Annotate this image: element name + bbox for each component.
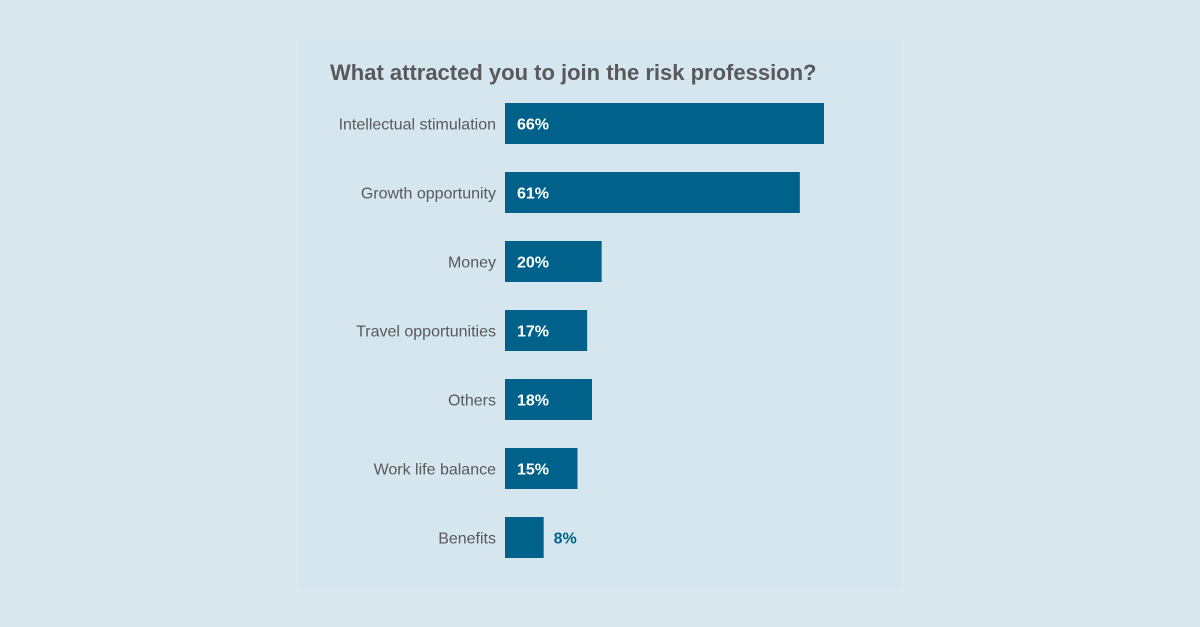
bar-5	[505, 448, 578, 489]
value-label-0: 66%	[517, 117, 549, 134]
category-label-5: Work life balance	[374, 462, 497, 479]
category-label-0: Intellectual stimulation	[339, 117, 496, 134]
value-label-5: 15%	[517, 462, 549, 479]
category-label-3: Travel opportunities	[356, 324, 496, 341]
bar-0	[505, 103, 824, 144]
value-label-1: 61%	[517, 186, 549, 203]
bars-group: Intellectual stimulation 66% Growth opport…	[339, 103, 824, 558]
value-label-4: 18%	[517, 393, 549, 410]
value-label-3: 17%	[517, 324, 549, 341]
bar-4	[505, 379, 592, 420]
bar-2	[505, 241, 602, 282]
bar-6	[505, 517, 544, 558]
category-label-4: Others	[448, 393, 496, 410]
category-label-2: Money	[448, 255, 496, 272]
bar-3	[505, 310, 588, 351]
category-label-6: Benefits	[438, 531, 496, 548]
chart-title: What attracted you to join the risk prof…	[330, 60, 817, 85]
value-label-2: 20%	[517, 255, 549, 272]
category-label-1: Growth opportunity	[361, 186, 496, 203]
bar-1	[505, 172, 800, 213]
value-label-6: 8%	[554, 531, 577, 548]
